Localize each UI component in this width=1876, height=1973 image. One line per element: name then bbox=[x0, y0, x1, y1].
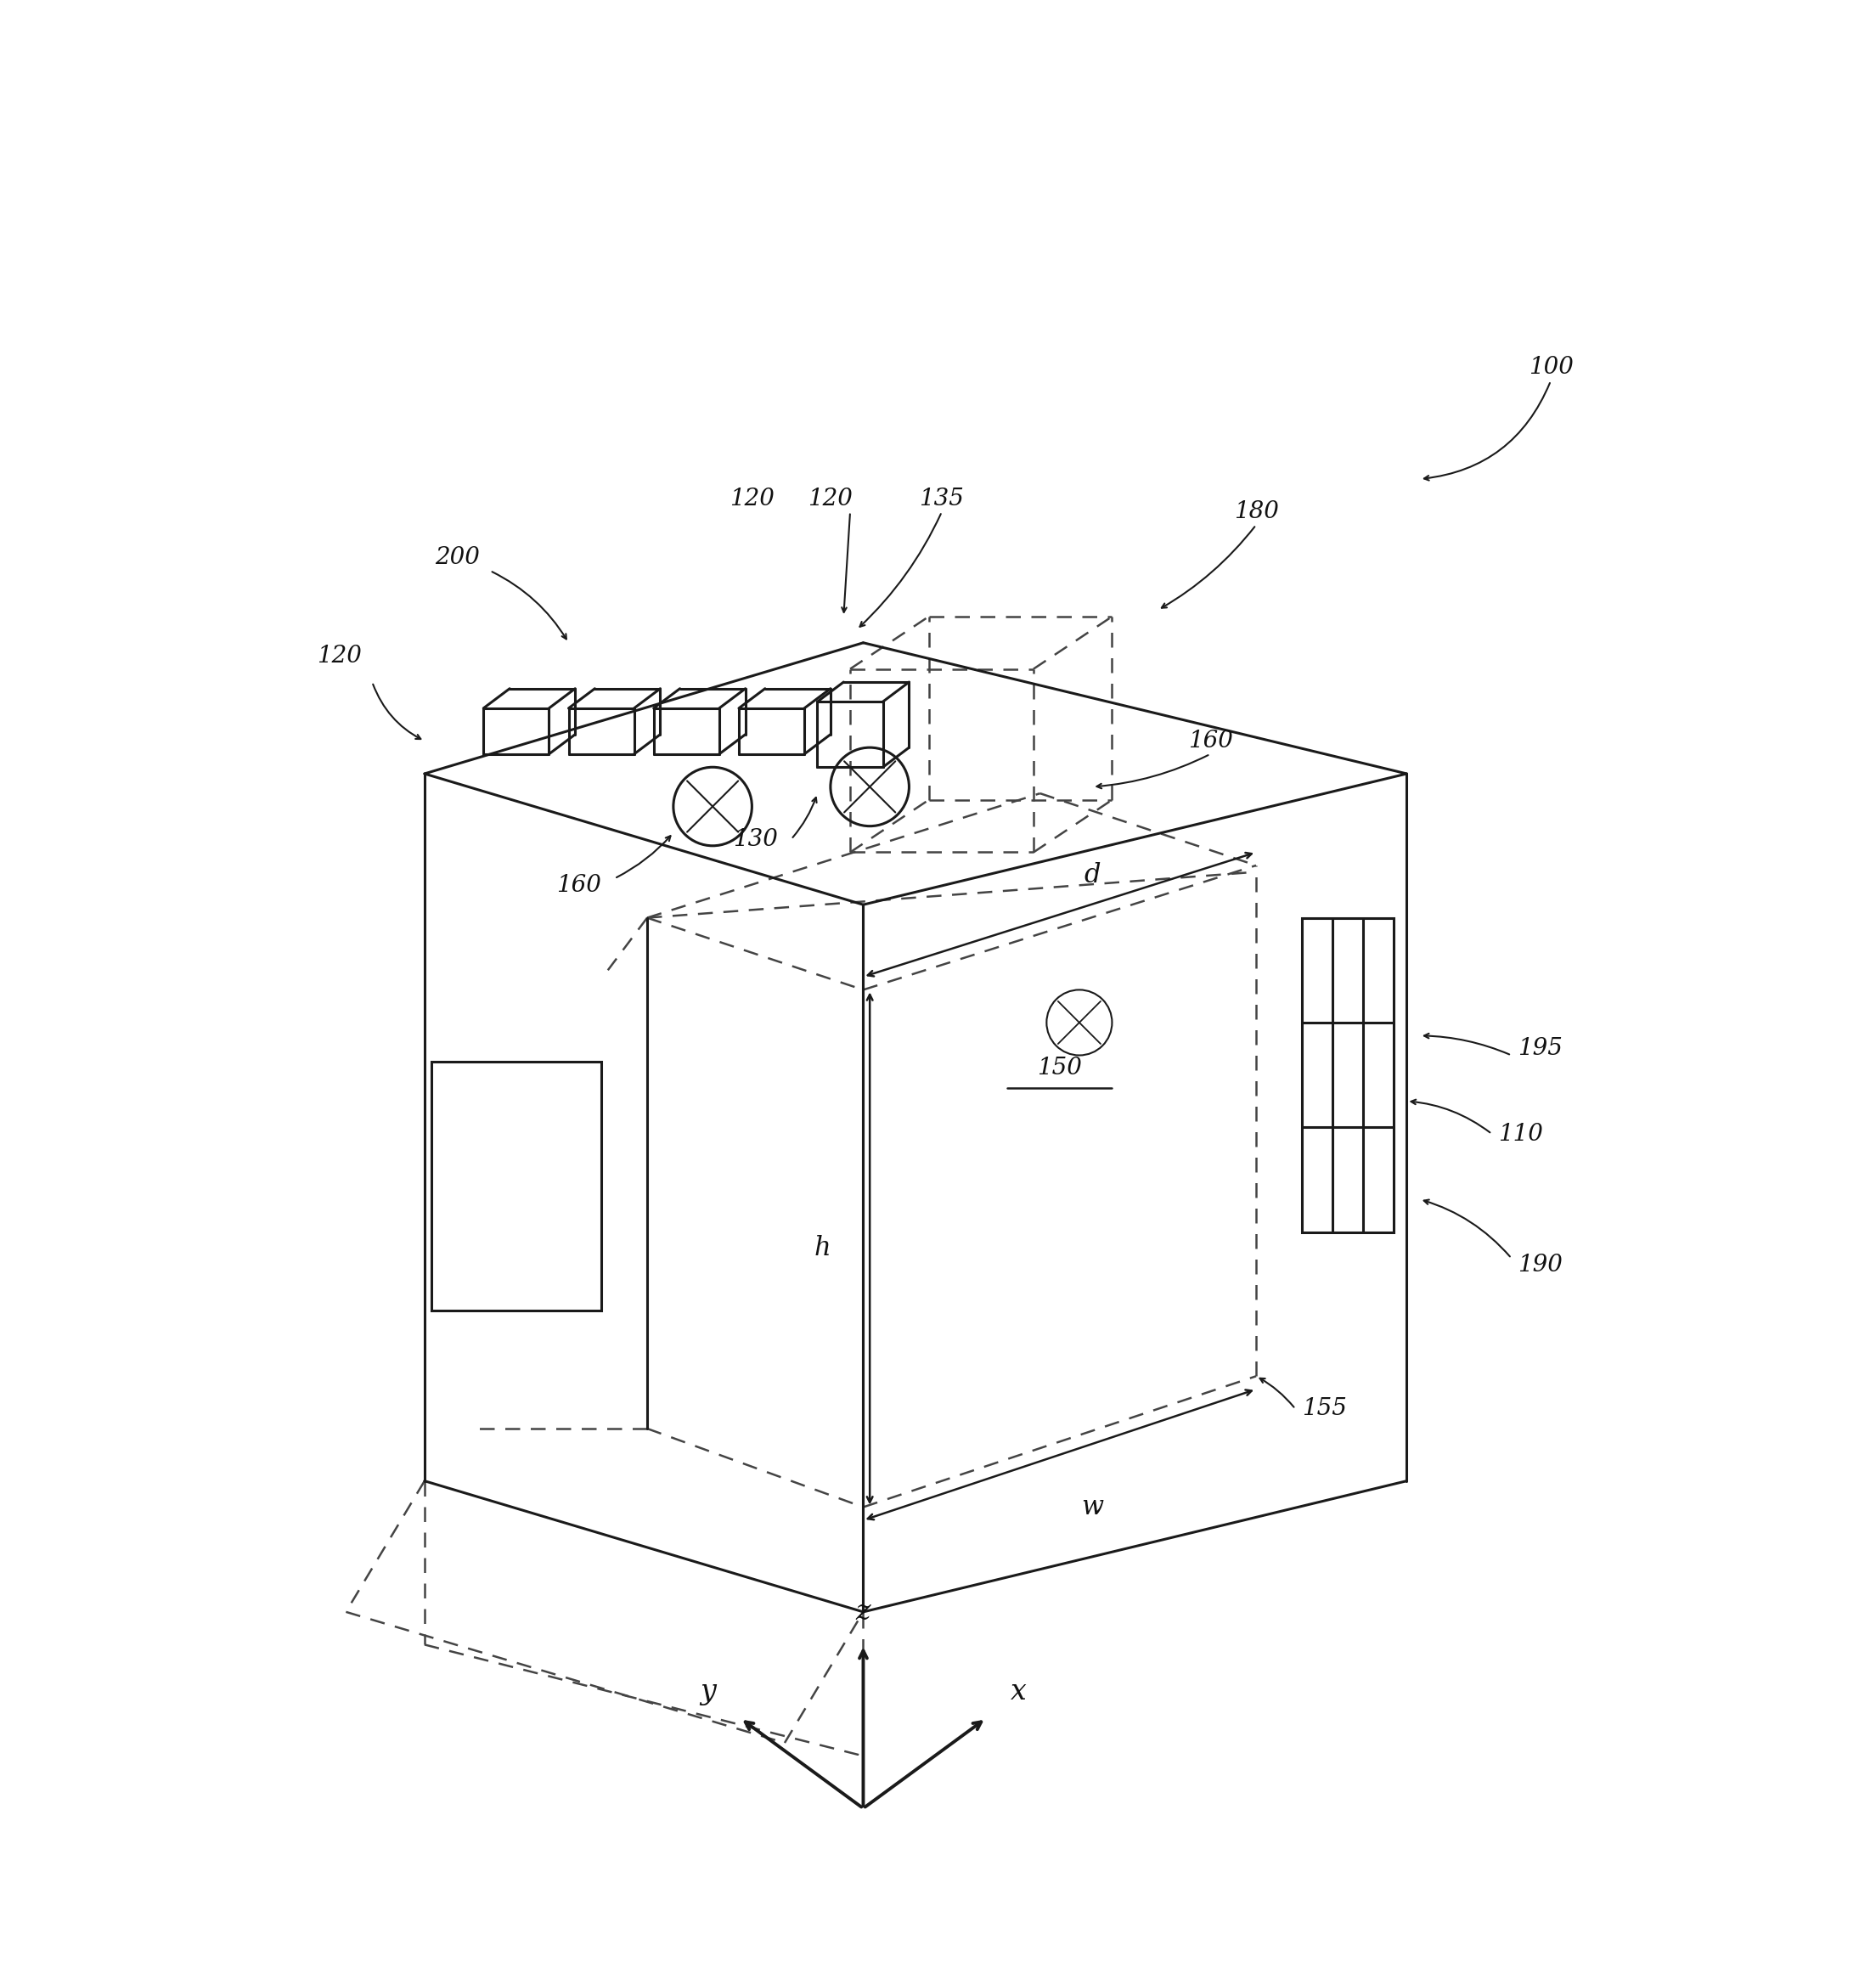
Text: 195: 195 bbox=[1518, 1038, 1563, 1060]
Text: 200: 200 bbox=[435, 547, 480, 568]
Text: 135: 135 bbox=[919, 487, 964, 511]
Text: 120: 120 bbox=[730, 487, 775, 511]
Text: 100: 100 bbox=[1529, 357, 1574, 379]
Text: 130: 130 bbox=[734, 829, 779, 850]
Text: w: w bbox=[1081, 1494, 1103, 1521]
Text: 180: 180 bbox=[1234, 501, 1279, 523]
Text: 150: 150 bbox=[1037, 1058, 1082, 1079]
Text: z: z bbox=[855, 1598, 870, 1626]
Text: 160: 160 bbox=[1188, 730, 1233, 752]
Bar bbox=[431, 1061, 602, 1310]
Text: 120: 120 bbox=[317, 645, 362, 667]
Text: x: x bbox=[1011, 1679, 1026, 1707]
Text: d: d bbox=[1084, 862, 1101, 888]
Bar bbox=[1302, 917, 1394, 1231]
Text: 190: 190 bbox=[1518, 1253, 1563, 1277]
Text: 120: 120 bbox=[809, 487, 854, 511]
Text: 110: 110 bbox=[1499, 1123, 1544, 1146]
Text: y: y bbox=[700, 1679, 717, 1707]
Text: 160: 160 bbox=[557, 874, 602, 896]
Text: h: h bbox=[814, 1235, 831, 1261]
Text: 155: 155 bbox=[1302, 1397, 1347, 1421]
